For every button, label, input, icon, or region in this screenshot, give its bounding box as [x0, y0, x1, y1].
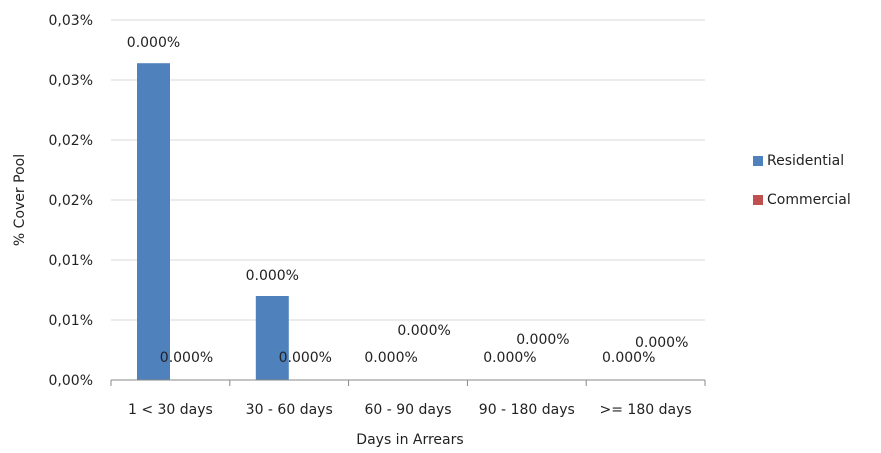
legend-label-residential: Residential: [767, 152, 845, 169]
bar-residential: [137, 63, 170, 380]
data-labels: 0.000%0.000%0.000%0.000% 0.000%0.000%0.00…: [127, 35, 689, 366]
data-label-commercial: 0.000%: [397, 323, 450, 339]
y-tick-label: 0,03%: [49, 13, 93, 29]
x-tick-labels: 1 < 30 days 30 - 60 days 60 - 90 days 90 - …: [128, 402, 692, 418]
y-tick-label: 0,02%: [49, 193, 93, 209]
bars: [137, 63, 289, 380]
legend-item-commercial: Commercial: [753, 189, 851, 210]
data-label-commercial: 0.000%: [160, 350, 213, 366]
legend: Residential Commercial: [753, 150, 851, 228]
y-tick-label: 0,01%: [49, 253, 93, 269]
y-tick-labels: 0,00% 0,01% 0,01% 0,02% 0,02% 0,03% 0,03%: [49, 13, 93, 389]
data-label-residential: 0.000%: [364, 350, 417, 366]
data-label-commercial: 0.000%: [516, 332, 569, 348]
legend-label-commercial: Commercial: [767, 191, 851, 208]
x-tick-label: 90 - 180 days: [479, 402, 575, 418]
gridlines: [111, 19, 705, 381]
y-tick-label: 0,00%: [49, 373, 93, 389]
y-tick-label: 0,03%: [49, 73, 93, 89]
legend-item-residential: Residential: [753, 150, 851, 171]
x-tick-label: 60 - 90 days: [364, 402, 451, 418]
data-label-residential: 0.000%: [483, 350, 536, 366]
legend-swatch-commercial: [753, 194, 763, 205]
data-label-residential: 0.000%: [246, 268, 299, 284]
y-tick-label: 0,01%: [49, 313, 93, 329]
data-label-residential: 0.000%: [127, 35, 180, 51]
x-tick-label: >= 180 days: [600, 402, 692, 418]
x-axis: [110, 379, 706, 386]
bar-residential: [255, 296, 289, 380]
x-axis-title: Days in Arrears: [356, 432, 463, 448]
data-label-commercial: 0.000%: [635, 335, 688, 351]
y-axis-title: % Cover Pool: [12, 154, 28, 246]
data-label-residential: 0.000%: [602, 350, 655, 366]
legend-swatch-residential: [753, 155, 763, 166]
x-tick-label: 30 - 60 days: [246, 402, 333, 418]
y-tick-label: 0,02%: [49, 133, 93, 149]
data-label-commercial: 0.000%: [279, 350, 332, 366]
x-tick-label: 1 < 30 days: [128, 402, 213, 418]
